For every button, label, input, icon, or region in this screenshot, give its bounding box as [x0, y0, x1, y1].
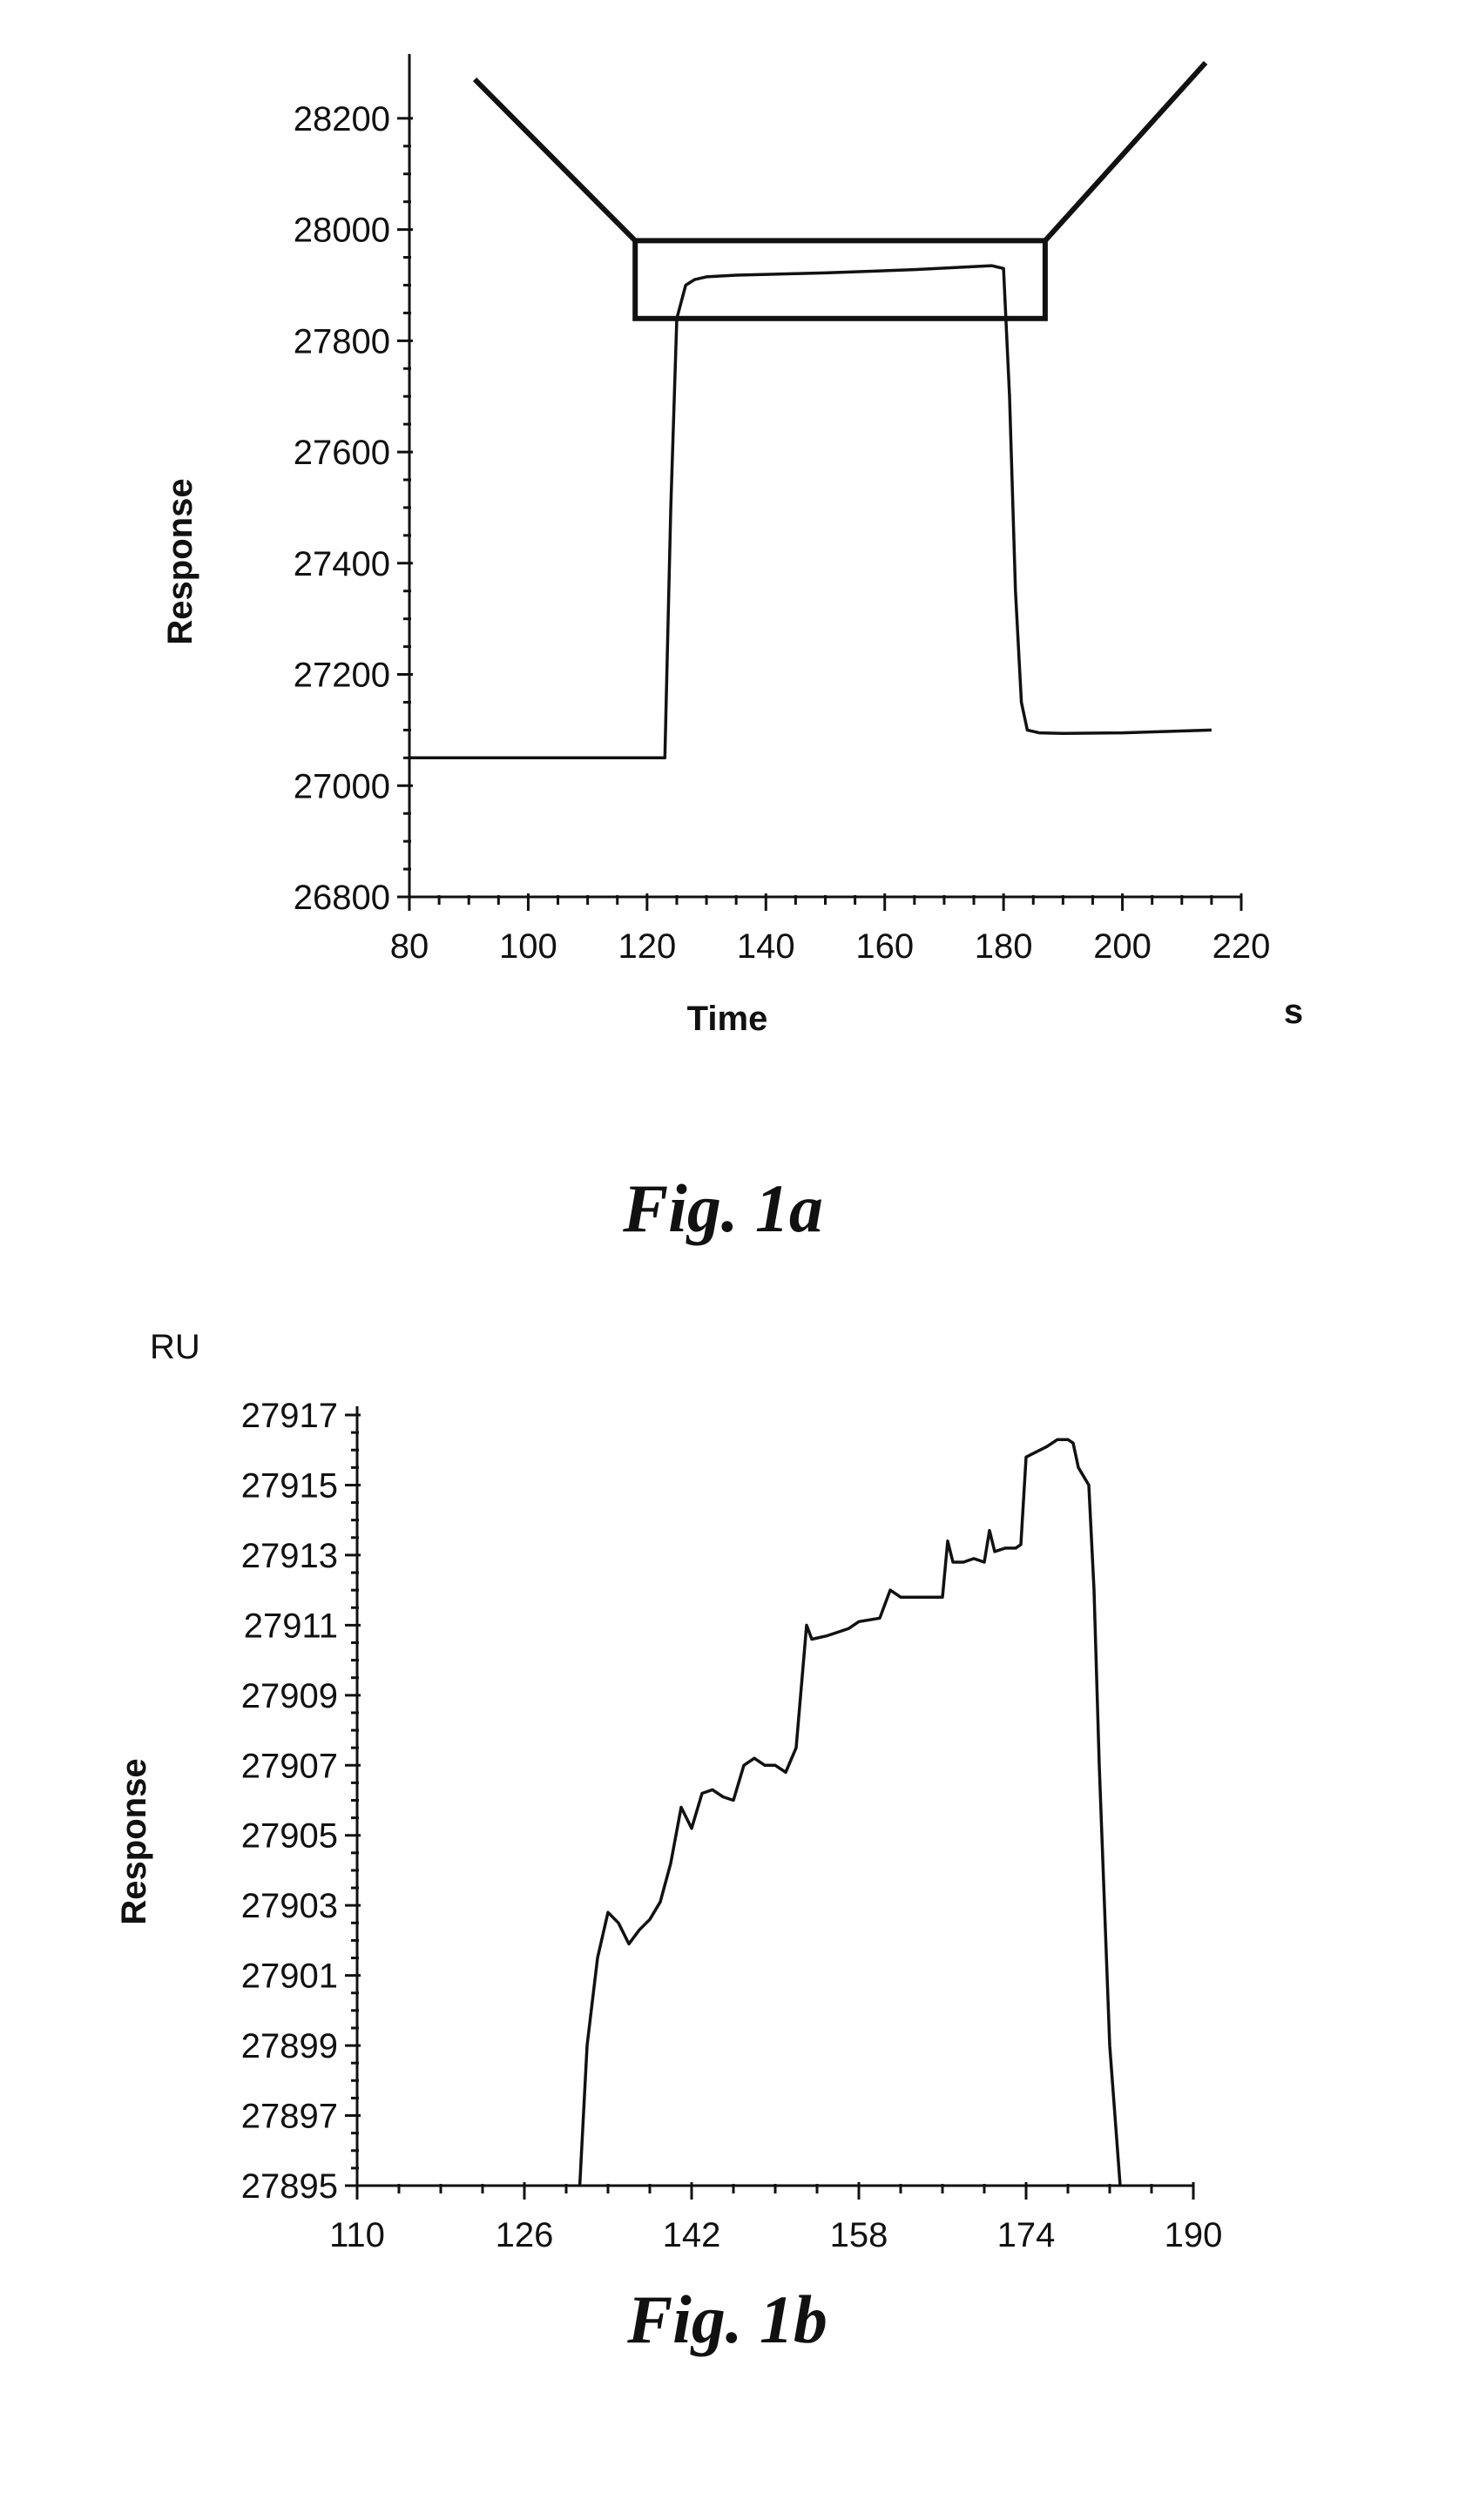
chart-a-y-tick-label: 27600 [294, 434, 390, 472]
chart-b-ylabel: Response [115, 1758, 153, 1924]
chart-b-x-tick-label: 142 [663, 2216, 721, 2254]
chart-b-y-tick-label: 27895 [241, 2167, 338, 2206]
chart-a-zoom-line [472, 77, 638, 243]
chart-b-series-line [578, 1438, 1122, 2186]
chart-a-y-tick-label: 27400 [294, 545, 390, 583]
chart-b-y-tick-label: 27899 [241, 2027, 338, 2065]
chart-a-x-tick-label: 180 [975, 927, 1033, 966]
chart-b-x-tick-label: 158 [830, 2216, 888, 2254]
chart-b-unit-label: RU [150, 1328, 200, 1366]
chart-b-x-tick-label: 190 [1165, 2216, 1223, 2254]
chart-a-x-tick-label: 140 [737, 927, 795, 966]
chart-a-x-tick-label: 100 [499, 927, 557, 966]
chart-b-y-tick-label: 27915 [241, 1466, 338, 1505]
chart-b-x-tick-label: 110 [329, 2216, 385, 2254]
chart-b-y-tick-label: 27917 [241, 1397, 338, 1435]
chart-a-series-line [409, 264, 1212, 760]
chart-a-xlabel: Time [687, 1000, 768, 1038]
chart-b-y-tick-label: 27907 [241, 1747, 338, 1785]
chart-b-y-tick-label: 27901 [241, 1957, 338, 1996]
chart-a-x-tick-label: 220 [1212, 927, 1271, 966]
chart-a-zoom-box [632, 238, 1048, 321]
chart-a-x-tick-label: 200 [1093, 927, 1152, 966]
chart-a-x-tick-label: 160 [855, 927, 914, 966]
chart-b-caption: Fig. 1b [626, 2281, 827, 2357]
chart-a-x-tick-label: 120 [618, 927, 676, 966]
chart-a-x-unit: s [1284, 993, 1303, 1031]
chart-a-y-tick-label: 26800 [294, 879, 390, 917]
chart-b-y-tick-label: 27909 [241, 1677, 338, 1715]
chart-b-y-tick-label: 27897 [241, 2098, 338, 2136]
chart-fig-1a: Response Time s Fig. 1a 26800 27000 27200 2… [161, 54, 1303, 1246]
chart-a-caption: Fig. 1a [622, 1170, 823, 1246]
chart-a-y-tick-label: 27000 [294, 767, 390, 805]
chart-b-y-tick-label: 27913 [241, 1537, 338, 1575]
chart-a-y-tick-label: 27800 [294, 322, 390, 360]
chart-a-zoom-line [1043, 60, 1208, 243]
chart-b-y-tick-label: 27903 [241, 1887, 338, 1925]
chart-a-y-tick-label: 28000 [294, 212, 390, 250]
chart-a-ylabel: Response [161, 478, 199, 644]
chart-b-x-tick-label: 174 [997, 2216, 1056, 2254]
chart-b-y-tick-label: 27905 [241, 1817, 338, 1856]
chart-b-y-tick-label: 27911 [244, 1607, 338, 1645]
chart-a-y-tick-label: 28200 [294, 100, 390, 138]
chart-b-x-tick-label: 126 [496, 2216, 554, 2254]
chart-a-y-tick-label: 27200 [294, 657, 390, 695]
chart-fig-1b: RU Response Fig. 1b 27895 27897 27899 27901… [115, 1328, 1222, 2357]
chart-a-x-tick-label: 80 [390, 927, 429, 966]
